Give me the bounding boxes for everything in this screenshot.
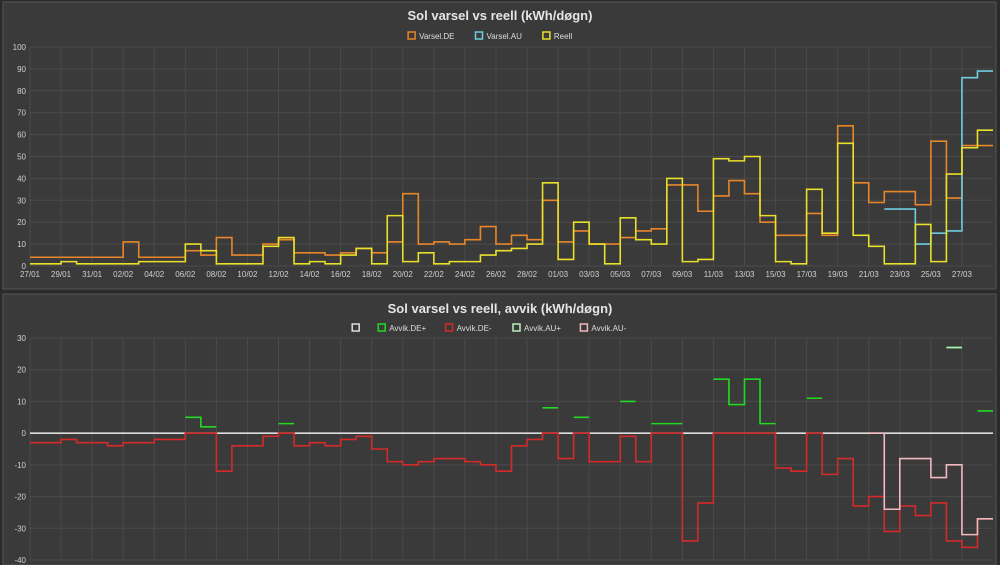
panel-top: Sol varsel vs reell (kWh/døgn) Varsel.DE… <box>2 1 997 290</box>
y-tick-label: -10 <box>14 461 26 470</box>
y-tick-label: -20 <box>14 493 26 502</box>
y-tick-label: 10 <box>17 240 26 249</box>
y-tick-label: 0 <box>22 262 27 271</box>
y-tick-label: 60 <box>17 131 26 140</box>
legend-item-avvik-au-[interactable]: Avvik.AU- <box>579 323 627 333</box>
x-tick-label: 15/03 <box>766 270 787 279</box>
chart-title-bottom: Sol varsel vs reell, avvik (kWh/døgn) <box>388 301 613 316</box>
x-tick-label: 11/03 <box>704 270 724 279</box>
x-tick-label: 22/02 <box>424 270 445 279</box>
x-tick-label: 18/02 <box>362 270 383 279</box>
panel-bottom-background <box>2 293 997 565</box>
legend-item-avvik-au-[interactable]: Avvik.AU+ <box>512 323 561 333</box>
x-tick-label: 10/02 <box>237 270 258 279</box>
x-tick-label: 26/02 <box>486 270 507 279</box>
x-tick-label: 28/02 <box>517 270 538 279</box>
chart-title-top: Sol varsel vs reell (kWh/døgn) <box>408 8 593 23</box>
chart-bottom: -40 -30 -20 -10 0 10 20 30 <box>14 334 993 565</box>
y-tick-label: 100 <box>13 43 27 52</box>
legend-label: Avvik.DE+ <box>389 324 426 333</box>
x-tick-label: 02/02 <box>113 270 134 279</box>
legend-swatch <box>407 31 416 40</box>
legend-item-varsel-de[interactable]: Varsel.DE <box>407 31 455 41</box>
series-line-avvik-de- <box>30 432 993 549</box>
y-tick-label: -40 <box>14 556 26 565</box>
legend-swatch <box>512 323 521 332</box>
x-tick-label: 27/01 <box>20 270 41 279</box>
legend-swatch <box>542 31 551 40</box>
x-tick-label: 21/03 <box>859 270 880 279</box>
legend-top: Varsel.DE Varsel.AU Reell <box>407 31 572 41</box>
x-tick-label: 19/03 <box>828 270 849 279</box>
x-tick-label: 12/02 <box>269 270 290 279</box>
legend-swatch <box>474 31 484 40</box>
x-tick-label: 27/03 <box>952 270 973 279</box>
legend-swatch <box>377 323 386 332</box>
x-tick-label: 17/03 <box>797 270 818 279</box>
chart-top: 0 10 20 30 40 50 60 70 80 90 100 27/01 29/01 31/01 02/… <box>13 43 993 279</box>
x-tick-label: 07/03 <box>641 270 662 279</box>
x-tick-label: 13/03 <box>734 270 755 279</box>
y-tick-label: -30 <box>14 524 26 533</box>
x-tick-label: 24/02 <box>455 270 476 279</box>
x-tick-label: 23/03 <box>890 270 911 279</box>
x-tick-label: 31/01 <box>82 270 103 279</box>
panel-bottom: Sol varsel vs reell, avvik (kWh/døgn) Av… <box>2 293 997 565</box>
series-line-varsel-de <box>30 125 993 259</box>
y-tick-label: 80 <box>17 87 26 96</box>
y-tick-label: 40 <box>17 174 26 183</box>
x-tick-label: 04/02 <box>144 270 165 279</box>
y-tick-label: 30 <box>17 196 26 205</box>
y-tick-label: 90 <box>17 65 26 74</box>
legend-swatch <box>444 323 454 332</box>
legend-item-avvik-de-[interactable]: Avvik.DE- <box>444 323 492 333</box>
y-tick-label: 20 <box>17 218 26 227</box>
x-tick-label: 25/03 <box>921 270 942 279</box>
y-tick-label: 0 <box>22 429 27 438</box>
series-line-reell <box>30 129 993 265</box>
x-tick-label: 03/03 <box>579 270 600 279</box>
legend-item-reell[interactable]: Reell <box>542 31 572 41</box>
y-tick-label: 50 <box>17 153 26 162</box>
series-line-avvik-au- <box>868 432 993 536</box>
x-tick-label: 20/02 <box>393 270 414 279</box>
legend-label: Varsel.DE <box>419 32 454 41</box>
x-tick-label: 29/01 <box>51 270 72 279</box>
legend-label: Avvik.DE- <box>457 324 492 333</box>
x-tick-label: 08/02 <box>206 270 227 279</box>
y-tick-label: 10 <box>17 397 26 406</box>
x-tick-label: 05/03 <box>610 270 631 279</box>
x-tick-label: 09/03 <box>672 270 693 279</box>
legend-label: Avvik.AU- <box>591 324 626 333</box>
legend-bottom: Avvik.DE+ Avvik.DE- Avvik.AU+ Avvik.AU- <box>351 323 627 333</box>
legend-label: Reell <box>554 32 572 41</box>
legend-item-baseline[interactable] <box>351 323 360 332</box>
y-tick-label: 20 <box>17 366 26 375</box>
legend-swatch <box>579 323 589 332</box>
x-tick-label: 16/02 <box>331 270 352 279</box>
x-tick-label: 06/02 <box>175 270 196 279</box>
legend-item-avvik-de-[interactable]: Avvik.DE+ <box>377 323 427 333</box>
legend-label: Varsel.AU <box>487 32 523 41</box>
y-tick-label: 70 <box>17 109 26 118</box>
x-tick-label: 01/03 <box>548 270 569 279</box>
x-tick-label: 14/02 <box>300 270 321 279</box>
legend-swatch <box>351 323 360 332</box>
legend-item-varsel-au[interactable]: Varsel.AU <box>474 31 523 41</box>
panel-top-background <box>2 1 997 290</box>
legend-label: Avvik.AU+ <box>524 324 561 333</box>
y-tick-label: 30 <box>17 334 26 343</box>
